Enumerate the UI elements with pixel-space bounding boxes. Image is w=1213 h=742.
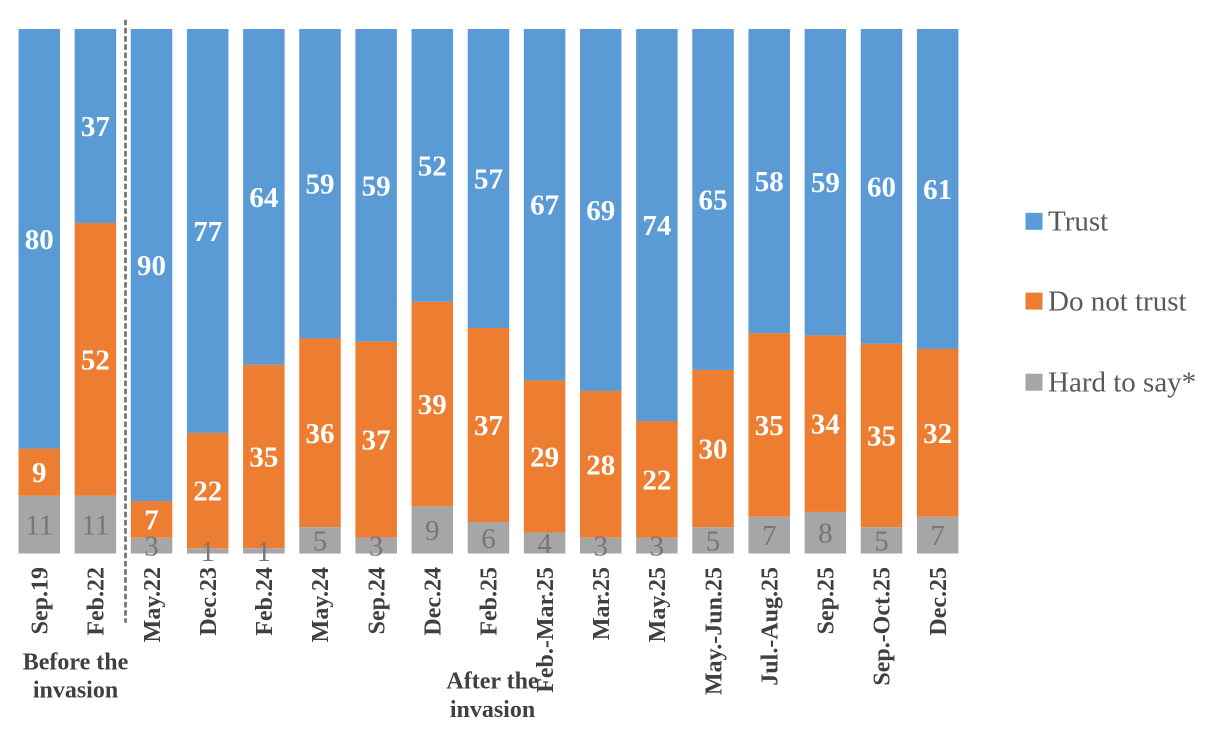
svg-text:Feb.24: Feb.24 [252, 567, 278, 636]
svg-text:Mar.25: Mar.25 [589, 567, 615, 640]
svg-text:39: 39 [418, 389, 447, 421]
svg-text:69: 69 [586, 195, 615, 227]
svg-text:32: 32 [923, 418, 952, 450]
svg-text:37: 37 [81, 111, 110, 143]
svg-text:Sep.-Oct.25: Sep.-Oct.25 [870, 567, 896, 686]
svg-text:May.24: May.24 [308, 567, 334, 642]
svg-text:Sep.25: Sep.25 [814, 567, 840, 634]
svg-text:22: 22 [642, 464, 671, 496]
svg-text:May.-Jun.25: May.-Jun.25 [701, 567, 727, 695]
svg-text:57: 57 [474, 163, 503, 195]
svg-text:22: 22 [193, 476, 222, 508]
svg-text:Jul.-Aug.25: Jul.-Aug.25 [757, 567, 783, 686]
svg-text:Feb.25: Feb.25 [477, 567, 503, 636]
svg-text:3: 3 [369, 531, 384, 563]
svg-text:58: 58 [755, 166, 784, 198]
svg-text:59: 59 [362, 170, 391, 202]
svg-text:May.22: May.22 [140, 567, 166, 642]
svg-text:7: 7 [930, 520, 945, 552]
svg-text:9: 9 [32, 457, 47, 489]
svg-text:1: 1 [257, 536, 272, 568]
svg-text:5: 5 [313, 525, 328, 557]
svg-text:3: 3 [144, 531, 159, 563]
svg-text:8: 8 [818, 518, 833, 550]
svg-text:37: 37 [474, 410, 503, 442]
svg-text:5: 5 [706, 525, 721, 557]
svg-text:28: 28 [586, 449, 615, 481]
svg-text:64: 64 [249, 182, 278, 214]
svg-text:Trust: Trust [1048, 206, 1108, 238]
svg-text:3: 3 [650, 531, 665, 563]
svg-text:Do not trust: Do not trust [1048, 285, 1187, 317]
svg-text:1: 1 [200, 536, 215, 568]
svg-text:29: 29 [530, 441, 559, 473]
svg-text:61: 61 [923, 174, 952, 206]
svg-text:80: 80 [25, 224, 54, 256]
svg-text:5: 5 [874, 525, 889, 557]
svg-text:Feb.22: Feb.22 [84, 567, 110, 636]
svg-text:52: 52 [418, 150, 447, 182]
svg-text:Dec.25: Dec.25 [926, 567, 952, 636]
svg-text:invasion: invasion [33, 678, 118, 704]
svg-text:6: 6 [481, 523, 496, 555]
svg-text:74: 74 [642, 210, 671, 242]
svg-text:11: 11 [25, 510, 53, 542]
svg-text:invasion: invasion [450, 697, 535, 723]
svg-text:52: 52 [81, 344, 110, 376]
svg-text:Sep.19: Sep.19 [27, 567, 53, 634]
svg-text:35: 35 [867, 420, 896, 452]
svg-text:65: 65 [699, 184, 728, 216]
svg-text:Dec.23: Dec.23 [196, 567, 222, 636]
svg-text:After the: After the [446, 669, 539, 695]
svg-text:37: 37 [362, 425, 391, 457]
svg-text:Sep.24: Sep.24 [364, 567, 390, 634]
svg-text:60: 60 [867, 171, 896, 203]
svg-text:90: 90 [137, 250, 166, 282]
svg-text:7: 7 [762, 520, 777, 552]
svg-text:36: 36 [306, 418, 335, 450]
svg-text:67: 67 [530, 190, 559, 222]
svg-text:Feb.-Mar.25: Feb.-Mar.25 [533, 567, 559, 693]
svg-text:May.25: May.25 [645, 567, 671, 642]
svg-text:59: 59 [306, 169, 335, 201]
svg-text:4: 4 [537, 528, 552, 560]
svg-text:35: 35 [249, 441, 278, 473]
svg-text:11: 11 [81, 510, 109, 542]
svg-text:9: 9 [425, 515, 440, 547]
svg-text:34: 34 [811, 409, 840, 441]
svg-text:35: 35 [755, 410, 784, 442]
svg-text:Hard to say*: Hard to say* [1048, 366, 1196, 398]
svg-text:30: 30 [699, 434, 728, 466]
svg-text:Before the: Before the [23, 649, 129, 675]
svg-text:7: 7 [144, 504, 159, 536]
svg-text:59: 59 [811, 167, 840, 199]
svg-text:3: 3 [594, 531, 609, 563]
svg-text:Dec.24: Dec.24 [421, 567, 447, 636]
svg-text:77: 77 [193, 216, 222, 248]
